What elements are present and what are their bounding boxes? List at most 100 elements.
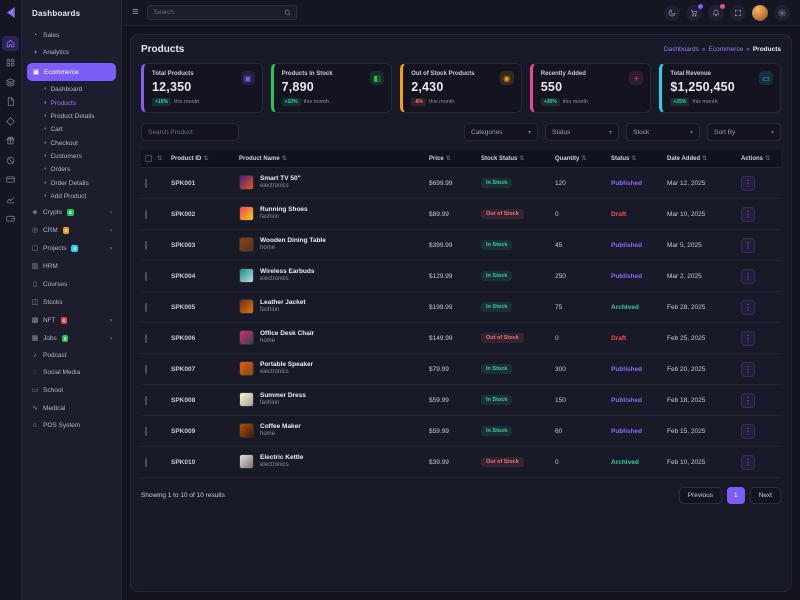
select-all-checkbox[interactable] [145,155,152,162]
filter-dropdown-status[interactable]: Status ▾ [545,123,619,141]
breadcrumb-ecommerce[interactable]: Ecommerce [708,46,744,53]
row-checkbox[interactable] [145,426,147,436]
row-actions-button[interactable]: ⋮ [741,206,755,222]
sort-icon[interactable]: ⇅ [702,156,708,162]
notification-dot [698,3,703,9]
sidebar-item-medical[interactable]: ∿ Medical [22,399,121,417]
diamond-icon[interactable] [2,114,19,129]
brand-logo-icon[interactable] [4,5,18,19]
settings-icon[interactable] [774,4,790,21]
previous-page-button[interactable]: Previous [678,487,722,504]
sidebar-item-label: HRM [43,262,58,270]
row-actions-button[interactable]: ⋮ [741,237,755,253]
credit-card-icon[interactable] [2,172,19,187]
avatar[interactable] [752,4,768,21]
sidebar-subitem-order-details[interactable]: • Order Details [22,177,121,190]
row-checkbox[interactable] [145,364,147,374]
sort-icon[interactable]: ⇅ [765,156,771,162]
row-checkbox[interactable] [145,395,147,405]
row-checkbox[interactable] [145,457,147,467]
row-actions-button[interactable]: ⋮ [741,268,755,284]
gift-icon[interactable] [2,133,19,148]
row-actions-button[interactable]: ⋮ [741,330,755,346]
sidebar-subitem-add-product[interactable]: • Add Product [22,190,121,203]
breadcrumb-dashboards[interactable]: Dashboards [663,46,699,53]
sidebar-item-school[interactable]: ▭ School [22,381,121,399]
product-name[interactable]: Wireless Earbuds [260,267,315,275]
sidebar-item-hrm[interactable]: ▥ HRM [22,257,121,275]
page-1-button[interactable]: 1 [727,487,745,504]
product-name[interactable]: Portable Speaker [260,360,314,368]
cart-icon[interactable] [686,3,703,21]
sidebar-subitem-products[interactable]: • Products [22,96,121,109]
sidebar-item-analytics[interactable]: ◑ Analytics [22,44,121,61]
sidebar-item-social-media[interactable]: ◌ Social Media [22,364,121,381]
sidebar-item-sales[interactable]: ◔ Sales [22,27,121,44]
theme-toggle-icon[interactable] [664,4,680,21]
search-icon[interactable] [284,9,291,16]
row-checkbox[interactable] [145,271,147,281]
sort-icon[interactable]: ⇅ [203,156,209,162]
sidebar-subitem-checkout[interactable]: • Checkout [22,137,121,150]
product-name[interactable]: Coffee Maker [260,422,301,430]
product-name[interactable]: Office Desk Chair [260,329,315,337]
sidebar-item-projects[interactable]: ▢ Projects 4 › [22,239,121,257]
wallet-icon[interactable] [2,211,19,226]
product-search-input[interactable] [148,128,232,136]
sidebar-item-crm[interactable]: ◎ CRM 5 › [22,221,121,239]
filter-dropdown-stock[interactable]: Stock ▾ [626,123,700,141]
row-actions-button[interactable]: ⋮ [741,299,755,315]
row-actions-button[interactable]: ⋮ [741,361,755,377]
sidebar-subitem-cart[interactable]: • Cart [22,123,121,136]
sort-icon[interactable]: ⇅ [445,156,451,162]
filter-dropdown-categories[interactable]: Categories ▾ [464,123,538,141]
chart-icon[interactable] [2,192,19,207]
layers-icon[interactable] [2,75,19,90]
next-page-button[interactable]: Next [749,487,781,504]
slash-circle-icon[interactable] [2,153,19,168]
sidebar-subitem-orders[interactable]: • Orders [22,163,121,176]
product-category: fashion [260,400,280,407]
product-id: SPK004 [167,260,235,292]
row-actions-button[interactable]: ⋮ [741,392,755,408]
sidebar-item-nft[interactable]: ▩ NFT 6 › [22,311,121,329]
fullscreen-icon[interactable] [730,4,746,21]
row-checkbox[interactable] [145,240,147,250]
row-checkbox[interactable] [145,333,147,343]
sidebar-item-jobs[interactable]: ▦ Jobs 3 › [22,329,121,347]
sidebar-item-stocks[interactable]: ◫ Stocks [22,293,121,311]
product-name[interactable]: Leather Jacket [260,298,306,306]
sort-icon[interactable]: ⇅ [281,156,287,162]
row-checkbox[interactable] [145,178,147,188]
row-checkbox[interactable] [145,209,147,219]
sidebar-item-crypto[interactable]: ◈ Crypto 8 › [22,203,121,221]
product-name[interactable]: Summer Dress [260,391,306,399]
notifications-icon[interactable] [708,3,725,21]
product-name[interactable]: Wooden Dining Table [260,236,326,244]
filter-dropdown-sort-by[interactable]: Sort By ▾ [707,123,781,141]
sidebar-item-ecommerce[interactable]: ▣ Ecommerce [27,63,116,81]
product-name[interactable]: Running Shoes [260,205,308,213]
row-actions-button[interactable]: ⋮ [741,175,755,191]
sidebar-subitem-product-details[interactable]: • Product Details [22,110,121,123]
sidebar-item-courses[interactable]: ▯ Courses [22,275,121,293]
sidebar-item-pos-system[interactable]: ⌂ POS System [22,417,121,434]
row-actions-button[interactable]: ⋮ [741,423,755,439]
menu-toggle-icon[interactable]: ≡ [132,6,139,18]
sort-icon[interactable]: ⇅ [631,156,637,162]
sort-icon[interactable]: ⇅ [581,156,587,162]
home-icon[interactable] [2,35,19,51]
product-name[interactable]: Smart TV 50" [260,174,301,182]
row-actions-button[interactable]: ⋮ [741,454,755,470]
sort-icon[interactable]: ⇅ [519,156,525,162]
sidebar-subitem-customers[interactable]: • Customers [22,150,121,163]
global-search-input[interactable] [153,9,281,16]
row-checkbox[interactable] [145,302,147,312]
product-name[interactable]: Electric Kettle [260,453,304,461]
sidebar-subitem-dashboard[interactable]: • Dashboard [22,83,121,96]
file-icon[interactable] [2,94,19,109]
product-thumbnail [239,330,254,346]
grid-icon[interactable] [2,55,19,70]
sidebar-item-podcast[interactable]: ♪ Podcast [22,347,121,364]
sort-icon[interactable]: ⇅ [157,156,163,162]
